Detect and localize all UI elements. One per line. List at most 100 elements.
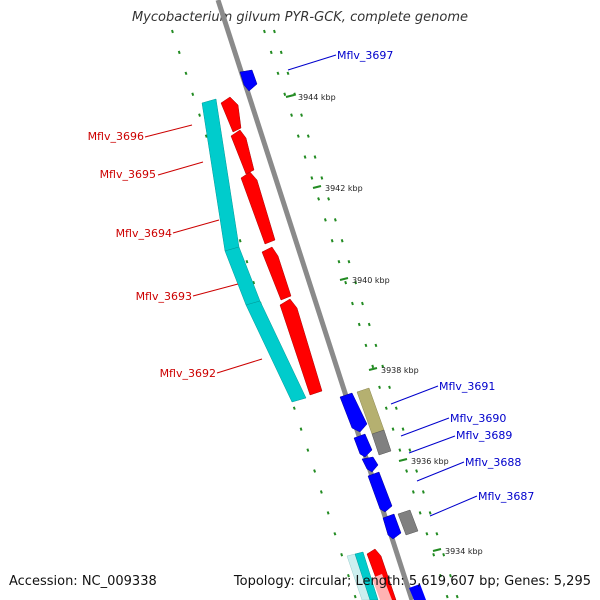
rna-feature[interactable] (354, 551, 379, 600)
tick-mark (252, 280, 256, 285)
tick-mark (405, 469, 409, 473)
gene-arrow-mflv-3694[interactable] (240, 171, 276, 245)
tick-mark (323, 218, 327, 222)
tick-mark (319, 490, 323, 494)
tick-mark (415, 469, 419, 473)
kbp-tick-label: 3940 kbp (352, 276, 390, 285)
gene-label-mflv-3695[interactable]: Mflv_3695 (100, 168, 156, 181)
gene-label-mflv-3687[interactable]: Mflv_3687 (478, 490, 534, 503)
tick-mark (435, 532, 439, 536)
tick-mark (445, 594, 449, 599)
tick-mark (269, 50, 273, 55)
major-tick-mark (312, 185, 322, 189)
gene-label-mflv-3692[interactable]: Mflv_3692 (160, 367, 216, 380)
tick-mark (204, 134, 208, 138)
tick-mark (245, 259, 249, 264)
gene-label-mflv-3691[interactable]: Mflv_3691 (439, 380, 495, 393)
tick-mark (330, 239, 334, 243)
gray-feature[interactable] (397, 509, 419, 536)
gene-arrow-mflv-3695[interactable] (230, 129, 255, 175)
tick-mark (177, 50, 181, 55)
tick-mark (340, 553, 344, 557)
tick-mark (428, 511, 432, 515)
rna-feature[interactable] (346, 553, 371, 600)
gene-label-mflv-3696[interactable]: Mflv_3696 (88, 130, 144, 143)
gene-arrow-mflv-3690[interactable] (353, 433, 373, 458)
gene-arrow-mflv-3693[interactable] (261, 246, 292, 301)
gene-label-mflv-3693[interactable]: Mflv_3693 (136, 290, 192, 303)
tick-mark (398, 448, 402, 452)
tick-mark (391, 427, 395, 431)
tick-mark (283, 92, 287, 96)
genome-stats-text: Topology: circular; Length: 5,619,607 bp… (233, 574, 591, 589)
tick-mark (455, 594, 459, 599)
major-tick-mark (368, 367, 378, 371)
kbp-tick-label: 3942 kbp (325, 184, 363, 193)
reverse-cds-partial[interactable] (409, 584, 426, 600)
kbp-tick-label: 3936 kbp (411, 457, 449, 466)
tick-mark (351, 301, 354, 306)
tick-mark (238, 239, 242, 243)
tick-mark (432, 553, 436, 557)
tick-mark (353, 594, 357, 599)
tick-mark (364, 343, 368, 348)
gene-arrow-mflv-3689[interactable] (361, 456, 379, 473)
tick-mark (303, 155, 307, 159)
gene-arrow-mflv-3687[interactable] (382, 513, 402, 540)
forward-cds-partial[interactable] (372, 574, 392, 600)
tick-mark (347, 573, 350, 578)
genome-title: Mycobacterium gilvum PYR-GCK, complete g… (131, 10, 469, 25)
gene-label-mflv-3688[interactable]: Mflv_3688 (465, 456, 521, 469)
gene-arrow-mflv-3688[interactable] (367, 471, 393, 513)
tick-mark (388, 385, 391, 390)
tick-mark (313, 469, 317, 473)
tick-mark (401, 427, 405, 431)
tick-mark (273, 29, 276, 34)
kbp-tick-label: 3944 kbp (298, 93, 336, 102)
tick-mark (384, 406, 388, 410)
major-tick-mark (285, 94, 295, 98)
gene-label-mflv-3697[interactable]: Mflv_3697 (337, 49, 393, 62)
tick-mark (374, 343, 378, 348)
tick-mark (310, 176, 314, 180)
tick-mark (317, 197, 321, 201)
tick-mark (354, 280, 358, 285)
tick-mark (333, 532, 337, 536)
tick-mark (279, 50, 283, 55)
tick-mark (333, 218, 337, 222)
gene-arrow-mflv-3691[interactable] (339, 392, 368, 433)
tick-mark (418, 511, 422, 515)
tick-mark (411, 490, 415, 494)
tick-mark (367, 322, 371, 327)
tick-mark (184, 71, 188, 76)
gene-labels: Mflv_3696 Mflv_3695 Mflv_3694 Mflv_3693 … (88, 49, 535, 503)
kbp-tick-label: 3934 kbp (445, 547, 483, 556)
tick-mark (293, 92, 297, 96)
gene-label-mflv-3689[interactable]: Mflv_3689 (456, 429, 512, 442)
gene-label-mflv-3694[interactable]: Mflv_3694 (116, 227, 172, 240)
tick-mark (408, 448, 412, 452)
feature-layer (201, 69, 426, 600)
rna-feature[interactable] (224, 246, 261, 306)
tick-mark (421, 490, 425, 494)
kbp-tick-label: 3938 kbp (381, 366, 419, 375)
gene-arrow-mflv-3692[interactable] (279, 298, 323, 396)
tick-mark (320, 176, 324, 180)
tick-mark (286, 71, 290, 76)
tick-mark (306, 448, 310, 452)
gene-arrow-mflv-3697[interactable] (239, 69, 258, 92)
tick-mark (378, 385, 381, 390)
tick-mark (357, 322, 361, 327)
gene-arrow-mflv-3696[interactable] (220, 96, 242, 133)
gray-feature[interactable] (371, 429, 392, 456)
rna-feature[interactable] (245, 300, 307, 403)
tick-mark (263, 29, 266, 34)
tick-mark (394, 406, 398, 410)
tick-mark (425, 532, 429, 536)
tick-mark (171, 29, 174, 34)
tick-mark (198, 113, 201, 117)
gene-label-mflv-3690[interactable]: Mflv_3690 (450, 412, 506, 425)
label-connectors (144, 54, 478, 517)
tick-mark (326, 511, 330, 515)
